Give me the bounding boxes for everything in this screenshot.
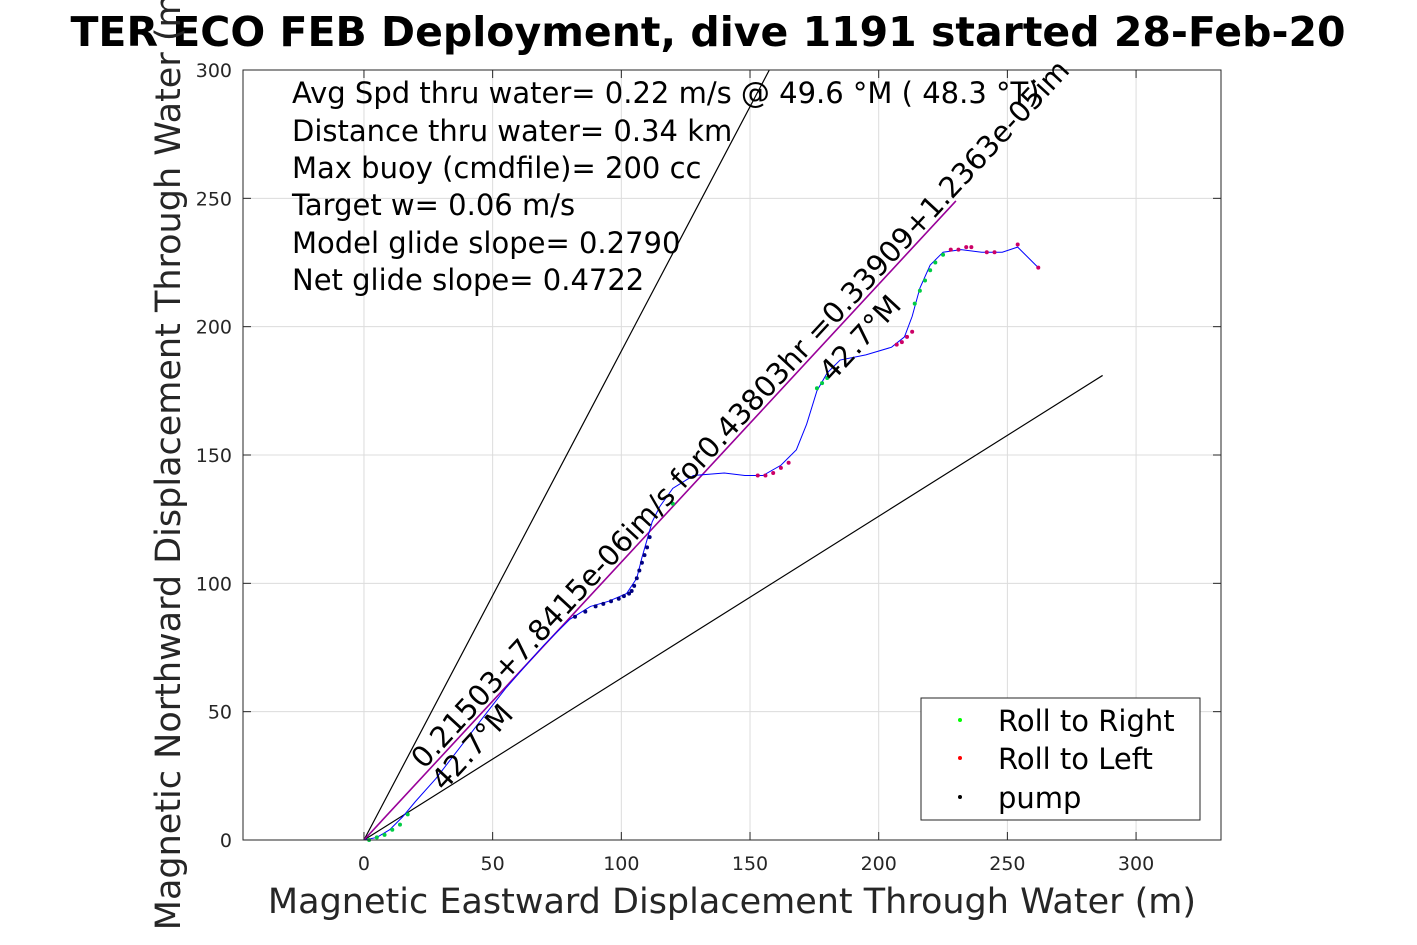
x-tick-label: 150 [732, 853, 768, 875]
legend: Roll to Right Roll to Left pump [920, 697, 1201, 821]
pump-point [583, 609, 588, 614]
roll-to-left-point [969, 245, 974, 250]
roll-to-left-point [1015, 242, 1020, 247]
pump-point [573, 614, 578, 619]
roll-to-left-point [956, 247, 961, 252]
roll-to-right-point [933, 260, 938, 265]
roll-to-left-point [778, 465, 783, 470]
pump-point [609, 599, 614, 604]
x-tick-label: 0 [358, 853, 370, 875]
pump-point [627, 591, 632, 596]
roll-to-left-point [992, 250, 997, 255]
roll-to-left-point [763, 473, 768, 478]
legend-label-pump: pump [998, 781, 1081, 815]
info-line-5: Model glide slope= 0.2790 [292, 226, 680, 260]
pump-point [621, 594, 626, 599]
pump-point [639, 560, 644, 565]
roll-to-left-point [905, 334, 910, 339]
pump-point [616, 596, 621, 601]
tick-labels: 0 50 100 150 200 250 300 0 50 100 150 200 250 300 [196, 60, 1221, 875]
y-axis-label: Magnetic Northward Displacement Through … [149, 0, 189, 930]
roll-to-right-point [670, 501, 675, 506]
y-tick-label: 100 [196, 573, 232, 595]
roll-to-right-point [390, 827, 395, 832]
info-line-2: Distance thru water= 0.34 km [292, 114, 732, 148]
roll-to-right-point [382, 832, 387, 837]
pump-point [629, 589, 634, 594]
roll-to-left-point [894, 342, 899, 347]
roll-to-right-point [923, 278, 928, 283]
x-tick-label: 200 [861, 853, 897, 875]
reference-lines [363, 69, 1103, 841]
upper-reference-line [363, 69, 770, 841]
roll-to-right-point [374, 835, 379, 840]
lower-reference-line [363, 374, 1103, 841]
x-tick-label: 250 [989, 853, 1025, 875]
info-line-6: Net glide slope= 0.4722 [292, 263, 644, 297]
pump-point [632, 583, 637, 588]
pump-point [601, 601, 606, 606]
y-tick-label: 300 [196, 60, 232, 82]
pump-point [645, 545, 650, 550]
roll-to-left-point [910, 329, 915, 334]
roll-to-right-point [928, 268, 933, 273]
roll-to-right-point [820, 381, 825, 386]
legend-label-roll-left: Roll to Left [998, 742, 1153, 776]
pump-point [642, 553, 647, 558]
y-tick-label: 150 [196, 445, 232, 467]
roll-to-right-point [912, 301, 917, 306]
track-line [363, 246, 1039, 841]
x-tick-label: 100 [603, 853, 639, 875]
x-axis-label: Magnetic Eastward Displacement Through W… [268, 882, 1196, 922]
roll-to-right-point [941, 252, 946, 257]
pump-point [647, 535, 652, 540]
roll-to-right-point [825, 376, 830, 380]
roll-to-left-point [964, 245, 969, 250]
info-line-3: Max buoy (cmdfile)= 200 cc [292, 151, 701, 185]
roll-to-left-point [899, 340, 904, 345]
legend-marker-roll-right [958, 718, 962, 722]
roll-to-right-point [405, 812, 410, 817]
y-tick-label: 200 [196, 317, 232, 339]
roll-to-right-point [917, 288, 922, 293]
roll-to-left-point [948, 247, 953, 252]
info-box: Avg Spd thru water= 0.22 m/s @ 49.6 °M (… [291, 76, 1040, 297]
y-tick-label: 250 [196, 188, 232, 210]
roll-to-right-point [814, 386, 819, 391]
pump-point [593, 604, 598, 609]
x-tick-label: 50 [481, 853, 505, 875]
chart-title: TER ECO FEB Deployment, dive 1191 starte… [70, 8, 1345, 56]
x-tick-label: 300 [1118, 853, 1154, 875]
pump-point [634, 576, 639, 581]
info-line-1: Avg Spd thru water= 0.22 m/s @ 49.6 °M (… [292, 76, 1040, 110]
roll-to-left-point [771, 470, 776, 475]
fit-reference-line [363, 200, 957, 841]
roll-to-left-point [786, 460, 791, 465]
roll-to-left-point [984, 250, 989, 255]
y-tick-label: 50 [208, 702, 232, 724]
roll-to-left-point [1036, 265, 1041, 270]
y-tick-label: 0 [220, 830, 232, 852]
legend-marker-roll-left [958, 756, 962, 760]
roll-to-right-point [397, 822, 402, 827]
data-series [363, 242, 1041, 842]
roll-to-left-point [755, 473, 760, 478]
pump-point [637, 568, 642, 573]
legend-box [920, 697, 1201, 821]
info-line-4: Target w= 0.06 m/s [291, 188, 575, 222]
legend-marker-pump [958, 795, 962, 799]
legend-label-roll-right: Roll to Right [998, 704, 1175, 738]
